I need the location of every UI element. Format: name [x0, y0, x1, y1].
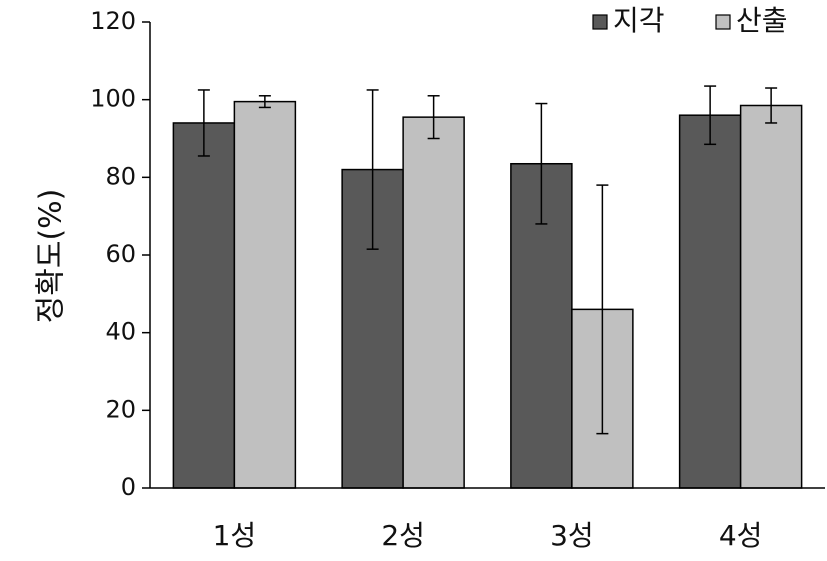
bar-series2 — [233, 100, 297, 489]
x-tick-label: 1성 — [213, 519, 257, 552]
legend-label: 산출 — [736, 4, 788, 37]
y-axis-title-group: 정확도(%) — [34, 189, 69, 324]
bar-series1 — [172, 122, 236, 489]
x-tick-label: 3성 — [550, 519, 594, 552]
y-tick-label: 60 — [105, 240, 136, 268]
y-tick-label: 20 — [105, 395, 136, 423]
y-tick-label: 0 — [121, 473, 136, 501]
category-labels: 1성 2성 3성 4성 — [213, 519, 763, 552]
x-tick-label: 2성 — [381, 519, 425, 552]
y-tick-label: 120 — [90, 7, 136, 35]
bar-series1 — [678, 114, 742, 489]
bar-series2 — [739, 104, 803, 489]
y-axis-ticks: 0 20 40 60 80 100 120 — [90, 7, 150, 501]
y-tick-label: 100 — [90, 85, 136, 113]
legend-label: 지각 — [613, 4, 665, 37]
legend: 지각 산출 — [592, 4, 788, 37]
legend-swatch — [592, 14, 608, 30]
bar-series2 — [402, 116, 465, 489]
y-tick-label: 40 — [105, 318, 136, 346]
error-bars — [197, 85, 778, 435]
bars — [172, 100, 803, 489]
axes — [149, 22, 825, 489]
y-tick-label: 80 — [105, 162, 136, 190]
y-axis-title: 정확도(%) — [34, 189, 69, 324]
legend-swatch — [715, 14, 731, 30]
x-tick-label: 4성 — [719, 519, 763, 552]
